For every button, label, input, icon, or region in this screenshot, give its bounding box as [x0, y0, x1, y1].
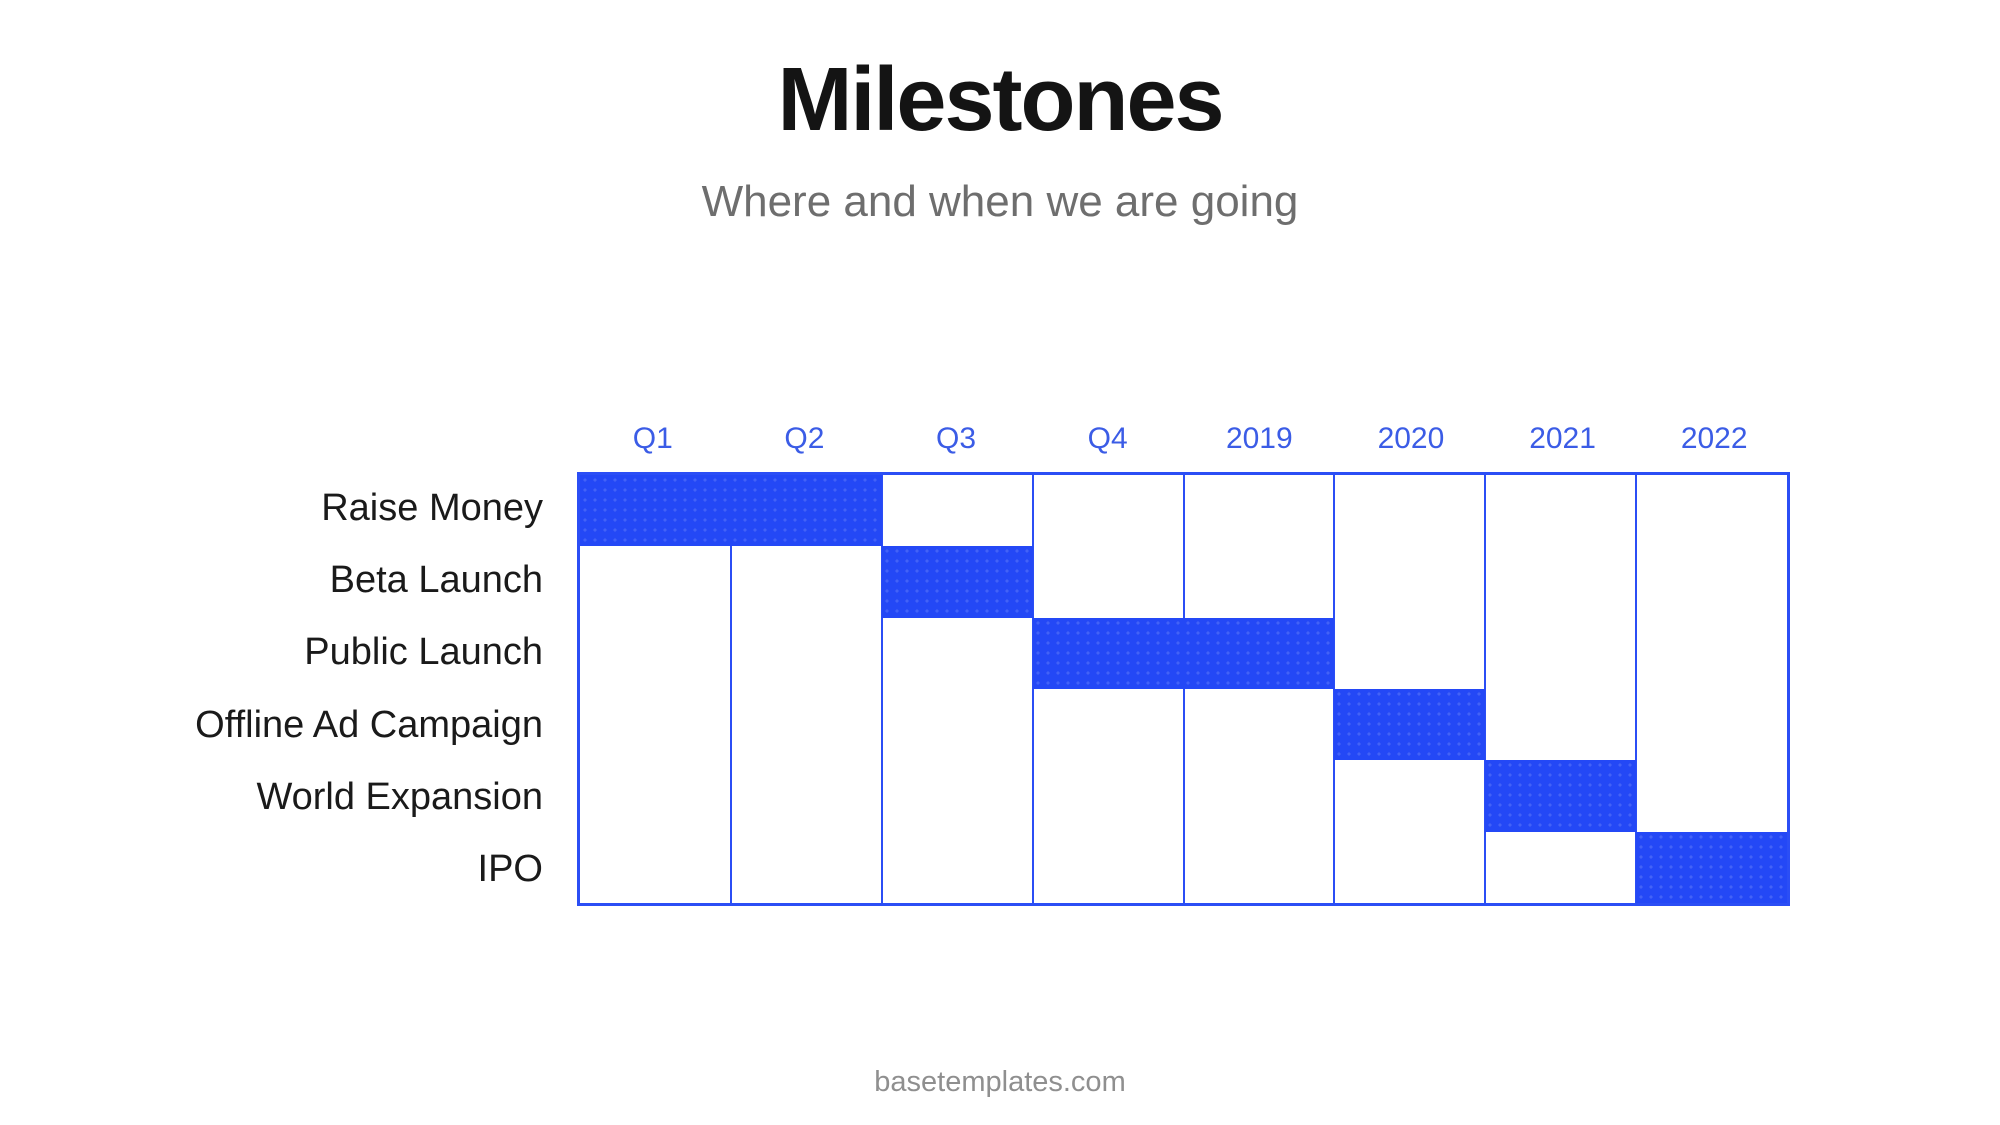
column-headers: Q1 Q2 Q3 Q4 2019 2020 2021 2022	[577, 421, 1790, 457]
page-subtitle: Where and when we are going	[701, 177, 1299, 226]
row-label-ipo: IPO	[477, 848, 543, 891]
row-label-public-launch: Public Launch	[304, 631, 543, 674]
column-header-q4: Q4	[1087, 422, 1128, 455]
gantt-bar-public-launch	[1032, 617, 1335, 689]
gantt-bar-offline-ad-campaign	[1334, 689, 1486, 761]
column-separator	[1031, 475, 1034, 903]
gantt-bar-raise-money	[580, 475, 882, 547]
row-label-offline-ad-campaign: Offline Ad Campaign	[195, 703, 543, 746]
row-label-world-expansion: World Expansion	[256, 775, 543, 818]
footer-watermark: basetemplates.com	[874, 1066, 1126, 1098]
row-label-beta-launch: Beta Launch	[329, 558, 543, 601]
row-labels: Raise Money Beta Launch Public Launch Offli…	[80, 472, 543, 906]
column-header-2021: 2021	[1529, 422, 1596, 455]
column-header-q2: Q2	[784, 422, 825, 455]
column-header-q1: Q1	[632, 422, 673, 455]
column-header-q3: Q3	[936, 422, 977, 455]
page-title: Milestones	[777, 50, 1224, 150]
column-separator	[1484, 475, 1487, 903]
gantt-grid	[577, 472, 1790, 906]
column-separator	[1182, 475, 1185, 903]
gantt-bar-world-expansion	[1485, 760, 1637, 832]
column-separator	[880, 475, 883, 903]
column-header-2019: 2019	[1225, 422, 1293, 455]
gantt-bar-ipo	[1636, 831, 1787, 903]
column-separator	[729, 475, 732, 903]
column-header-2020: 2020	[1377, 422, 1445, 455]
gantt-bar-beta-launch	[881, 546, 1033, 618]
column-separator	[1635, 475, 1638, 903]
column-header-2022: 2022	[1680, 422, 1748, 455]
row-label-raise-money: Raise Money	[321, 486, 543, 529]
